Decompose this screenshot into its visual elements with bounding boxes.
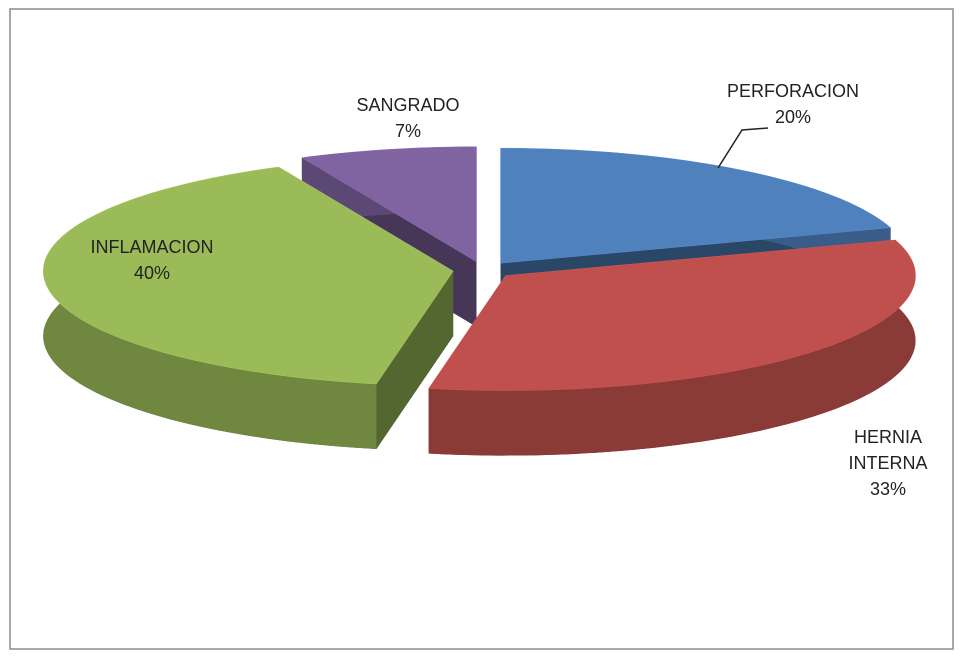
label-value: 7% [394,121,421,141]
pie [42,127,916,456]
label-value: 20% [774,107,812,127]
data-label: PERFORACION 20% [693,78,893,130]
label-category: INFLAMACION [90,237,214,257]
label-value: 40% [133,263,171,283]
slice-outer-wall [428,240,916,456]
data-label: SANGRADO 7% [308,92,508,144]
leader-line [717,127,769,169]
pie-slice [428,239,916,456]
slice-top [301,146,477,263]
slice-top [500,147,892,264]
data-label: HERNIA INTERNA 33% [838,424,938,502]
label-category: HERNIA INTERNA [848,427,928,473]
label-value: 33% [869,479,907,499]
slice-top [42,166,454,385]
data-label: INFLAMACION 40% [52,234,252,286]
label-category: SANGRADO [356,95,460,115]
pie-slice [42,166,454,449]
slice-top [428,239,916,391]
label-category: PERFORACION [726,81,859,101]
